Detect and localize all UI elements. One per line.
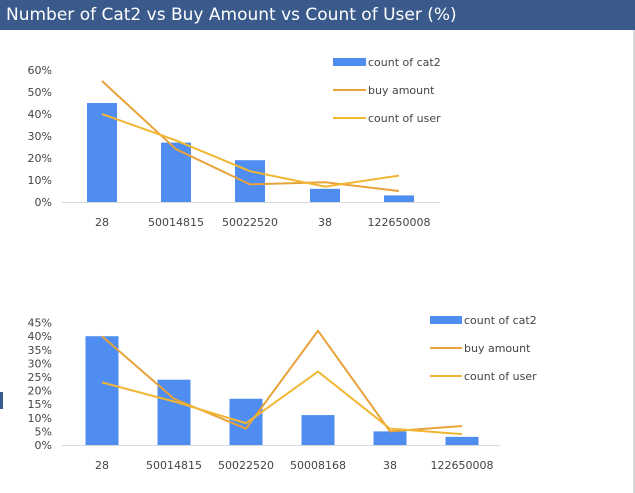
x-tick-label: 50014815 bbox=[146, 459, 202, 472]
bar-count-of-cat2 bbox=[445, 436, 479, 445]
x-tick-label: 50014815 bbox=[148, 216, 204, 229]
x-tick-label: 38 bbox=[318, 216, 332, 229]
legend-swatch-count-of-cat2 bbox=[333, 58, 366, 66]
line-buy-amount bbox=[101, 80, 400, 192]
legend-label: count of cat2 bbox=[464, 314, 537, 327]
y-tick-label: 35% bbox=[28, 344, 52, 357]
bar-count-of-cat2 bbox=[229, 398, 263, 445]
chart-2: 0%5%10%15%20%25%30%35%40%45% 28 50014815 50… bbox=[28, 314, 538, 472]
x-tick-label: 50022520 bbox=[222, 216, 278, 229]
bar-count-of-cat2 bbox=[310, 188, 340, 202]
x-tick-label: 38 bbox=[383, 459, 397, 472]
bar-count-of-cat2 bbox=[161, 142, 191, 202]
y-tick-label: 25% bbox=[28, 371, 52, 384]
x-tick-label: 122650008 bbox=[368, 216, 431, 229]
x-tick-label: 50022520 bbox=[218, 459, 274, 472]
line-count-of-user bbox=[101, 370, 463, 436]
legend-label: buy amount bbox=[368, 84, 435, 97]
y-tick-label: 30% bbox=[28, 357, 52, 370]
y-tick-label: 50% bbox=[28, 86, 52, 99]
edge-marker bbox=[0, 392, 3, 409]
bar-count-of-cat2 bbox=[373, 431, 407, 445]
legend-label: buy amount bbox=[464, 342, 531, 355]
panel-divider bbox=[633, 30, 635, 493]
legend-label: count of user bbox=[464, 370, 537, 383]
bar-count-of-cat2 bbox=[384, 195, 414, 202]
bar-count-of-cat2 bbox=[301, 415, 335, 445]
y-tick-label: 30% bbox=[28, 130, 52, 143]
chart-title: Number of Cat2 vs Buy Amount vs Count of… bbox=[6, 5, 457, 25]
x-tick-label: 28 bbox=[95, 459, 109, 472]
y-tick-label: 5% bbox=[35, 425, 52, 438]
legend-swatch-count-of-cat2 bbox=[430, 316, 462, 324]
x-tick-label: 50008168 bbox=[290, 459, 346, 472]
legend-label: count of user bbox=[368, 112, 441, 125]
y-tick-label: 15% bbox=[28, 398, 52, 411]
title-bar: Number of Cat2 vs Buy Amount vs Count of… bbox=[0, 0, 635, 30]
y-tick-label: 60% bbox=[28, 64, 52, 77]
line-count-of-user bbox=[101, 113, 400, 188]
y-tick-label: 40% bbox=[28, 330, 52, 343]
y-tick-label: 20% bbox=[28, 385, 52, 398]
bar-count-of-cat2 bbox=[85, 336, 119, 445]
y-tick-label: 20% bbox=[28, 152, 52, 165]
y-tick-label: 10% bbox=[28, 174, 52, 187]
y-tick-label: 0% bbox=[35, 439, 52, 452]
y-tick-label: 10% bbox=[28, 412, 52, 425]
y-tick-label: 45% bbox=[28, 317, 52, 330]
y-tick-label: 0% bbox=[35, 196, 52, 209]
legend-label: count of cat2 bbox=[368, 56, 441, 69]
x-tick-label: 122650008 bbox=[431, 459, 494, 472]
line-buy-amount bbox=[101, 329, 463, 433]
y-tick-label: 40% bbox=[28, 108, 52, 121]
chart-1: 0% 10% 20% 30% 40% 50% 60% 28 50014815 50022520 38… bbox=[28, 56, 442, 229]
bar-count-of-cat2 bbox=[157, 379, 191, 445]
bar-count-of-cat2 bbox=[87, 103, 117, 202]
x-tick-label: 28 bbox=[95, 216, 109, 229]
